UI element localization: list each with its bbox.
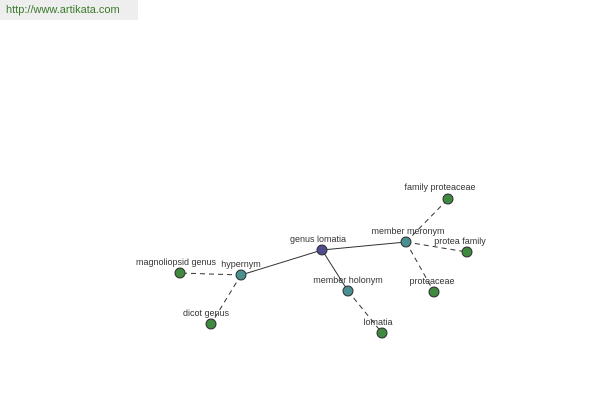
- node-label: hypernym: [221, 259, 261, 269]
- edge: [321, 249, 349, 292]
- node-label: family proteaceae: [404, 182, 475, 192]
- node[interactable]: [235, 269, 247, 281]
- node[interactable]: [316, 244, 328, 256]
- edge: [240, 249, 323, 276]
- edge: [210, 274, 242, 325]
- node[interactable]: [376, 327, 388, 339]
- edge: [179, 272, 242, 276]
- node-label: member holonym: [313, 275, 383, 285]
- node[interactable]: [400, 236, 412, 248]
- node-label: magnoliopsid genus: [136, 257, 217, 267]
- node-label: dicot genus: [183, 308, 230, 318]
- node-label: member meronym: [371, 226, 444, 236]
- node[interactable]: [442, 193, 454, 205]
- edge: [347, 290, 383, 334]
- site-url[interactable]: http://www.artikata.com: [0, 0, 138, 20]
- edge: [405, 198, 449, 243]
- node-label: protea family: [434, 236, 486, 246]
- edge: [405, 241, 468, 253]
- node[interactable]: [174, 267, 186, 279]
- node-label: proteaceae: [409, 276, 454, 286]
- node[interactable]: [205, 318, 217, 330]
- node-label: lomatia: [363, 317, 392, 327]
- edge: [405, 241, 435, 293]
- node[interactable]: [428, 286, 440, 298]
- node[interactable]: [342, 285, 354, 297]
- node-label: genus lomatia: [290, 234, 346, 244]
- node[interactable]: [461, 246, 473, 258]
- edge: [321, 241, 407, 251]
